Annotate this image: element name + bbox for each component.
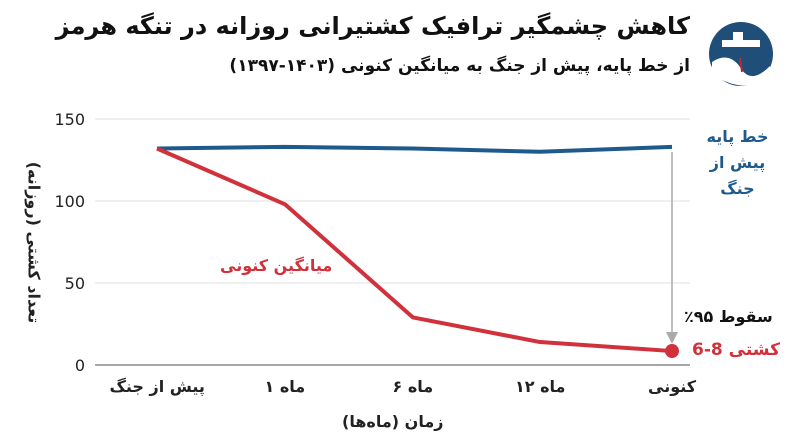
x-tick-label: ماه ۱: [264, 377, 306, 396]
series-label: خط پایه پیش از جنگ: [706, 127, 769, 198]
x-tick-label: کنونی: [648, 377, 697, 396]
y-tick-label: 100: [54, 192, 85, 211]
end-point: [665, 344, 679, 359]
y-tick-label: 50: [65, 274, 85, 293]
x-tick-label: ماه ۶: [392, 377, 434, 396]
series-line: [156, 144, 673, 154]
chart-subtitle: از خط پایه، پیش از جنگ به میانگین کنونی …: [229, 56, 690, 76]
annotation: 6-8 کشتی: [692, 340, 780, 360]
x-tick-label: ماه ۱۲: [515, 377, 566, 396]
series-label: میانگین کنونی: [220, 256, 333, 275]
x-tick-label: پیش از جنگ: [109, 377, 205, 396]
y-tick-label: 150: [54, 110, 85, 129]
series-line: [156, 146, 673, 354]
y-tick-label: 0: [75, 356, 85, 375]
x-axis-label: زمان (ماه‌ها): [342, 412, 444, 431]
y-axis-label: تعداد کشتی (روزانه): [24, 161, 44, 323]
icon: [709, 22, 773, 86]
annotation: سقوط ۹۵٪: [684, 307, 773, 326]
chart-title: کاهش چشمگیر ترافیک کشتیرانی روزانه در تن…: [55, 12, 690, 40]
